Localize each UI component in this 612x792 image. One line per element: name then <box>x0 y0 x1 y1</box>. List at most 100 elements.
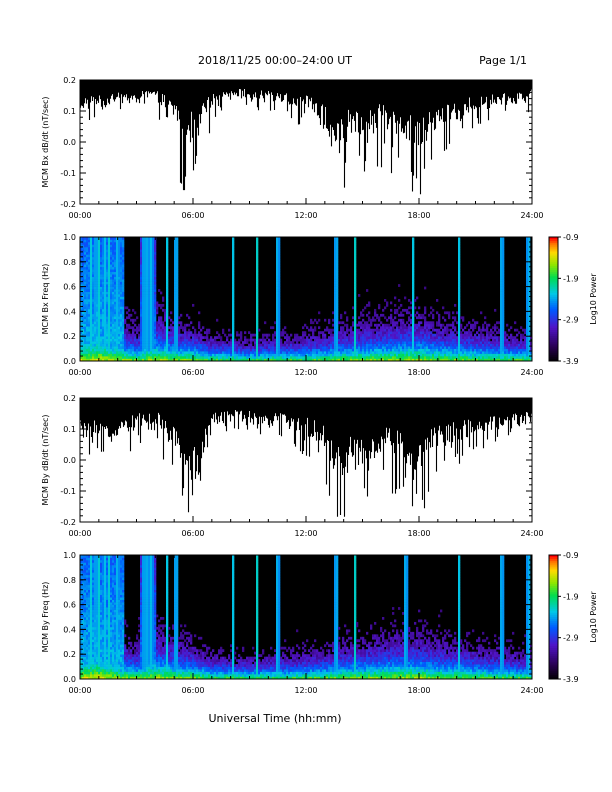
spectrogram-cell <box>114 308 117 312</box>
spectrogram-cell <box>524 351 527 354</box>
spectrogram-cell <box>276 299 279 302</box>
spectrogram-cell <box>154 256 157 260</box>
spectrogram-cell <box>386 303 389 307</box>
spectrogram-cell <box>108 343 111 347</box>
spectrogram-cell <box>100 279 103 282</box>
spectrogram-cell <box>348 333 351 337</box>
spectrogram-cell <box>354 328 357 332</box>
spectrogram-cell <box>156 321 159 325</box>
spectrogram-cell <box>108 311 111 315</box>
spectrogram-cell <box>186 346 189 349</box>
spectrogram-cell <box>404 338 407 342</box>
spectrogram-cell <box>108 301 111 305</box>
spectrogram-cell <box>336 356 339 359</box>
spectrogram-cell <box>110 348 113 352</box>
spectrogram-cell <box>478 336 481 339</box>
spectrogram-cell <box>314 336 317 339</box>
spectrogram-cell <box>88 348 91 352</box>
spectrogram-cell <box>230 348 233 352</box>
spectrogram-cell <box>100 358 103 362</box>
spectrogram-cell <box>368 346 371 349</box>
spectrogram-cell <box>94 331 97 335</box>
spectrogram-cell <box>100 266 103 270</box>
spectrogram-cell <box>126 311 129 315</box>
spectrogram-cell <box>374 356 377 359</box>
spectrogram-cell <box>500 286 503 290</box>
spectrogram-cell <box>276 294 279 297</box>
spectrogram-cell <box>82 251 85 255</box>
spectrogram-cell <box>470 348 473 352</box>
spectrogram-cell <box>358 321 361 325</box>
spectrogram-cell <box>266 336 269 339</box>
spectrogram-cell <box>88 356 91 359</box>
spectrogram-cell <box>174 284 177 287</box>
spectrogram-cell <box>458 274 461 277</box>
spectrogram-cell <box>142 313 145 317</box>
spectrogram-cell <box>490 328 493 332</box>
spectrogram-cell <box>412 343 415 347</box>
spectrogram-cell <box>108 299 111 302</box>
spectrogram-cell <box>416 326 419 330</box>
spectrogram-cell <box>440 326 443 330</box>
spectrogram-cell <box>96 274 99 277</box>
spectrogram-cell <box>374 328 377 332</box>
spectrogram-cell <box>190 331 193 335</box>
spectrogram-cell <box>82 269 85 273</box>
spectrogram-cell <box>506 353 509 357</box>
spectrogram-cell <box>140 299 143 302</box>
spectrogram-cell <box>220 358 223 362</box>
spectrogram-cell <box>100 336 103 339</box>
spectrogram-cell <box>278 313 281 317</box>
spectrogram-cell <box>400 311 403 315</box>
spectrogram-cell <box>420 328 423 332</box>
spectrogram-cell <box>508 343 511 347</box>
spectrogram-cell <box>284 348 287 352</box>
spectrogram-cell <box>388 346 391 349</box>
spectrogram-cell <box>174 343 177 347</box>
spectrogram-cell <box>502 326 505 330</box>
spectrogram-cell <box>336 343 339 347</box>
spectrogram-cell <box>430 346 433 349</box>
spectrogram-cell <box>88 323 91 327</box>
spectrogram-cell <box>184 336 187 339</box>
spectrogram-cell <box>88 341 91 344</box>
spectrogram-cell <box>226 356 229 359</box>
spectrogram-cell <box>420 336 423 339</box>
spectrogram-cell <box>412 239 415 243</box>
spectrogram-cell <box>376 316 379 320</box>
spectrogram-cell <box>276 259 279 263</box>
spectrogram-cell <box>328 338 331 342</box>
spectrogram-cell <box>368 333 371 337</box>
spectrogram-cell <box>144 274 147 277</box>
spectrogram-cell <box>160 333 163 337</box>
spectrogram-cell <box>372 358 375 362</box>
spectrogram-cell <box>346 346 349 349</box>
spectrogram-cell <box>354 331 357 335</box>
spectrogram-cell <box>84 261 87 265</box>
spectrogram-cell <box>274 321 277 325</box>
spectrogram-cell <box>320 343 323 347</box>
spectrogram-cell <box>350 333 353 337</box>
spectrogram-cell <box>460 346 463 349</box>
spectrogram-cell <box>148 306 151 310</box>
spectrogram-cell <box>82 336 85 339</box>
spectrogram-cell <box>188 338 191 342</box>
spectrogram-cell <box>320 338 323 342</box>
spectrogram-cell <box>142 291 145 295</box>
spectrogram-cell <box>110 341 113 344</box>
spectrogram-cell <box>132 341 135 344</box>
spectrogram-cell <box>146 323 149 327</box>
spectrogram-cell <box>514 356 517 359</box>
spectrogram-cell <box>402 346 405 349</box>
spectrogram-cell <box>384 346 387 349</box>
spectrogram-cell <box>234 343 237 347</box>
spectrogram-cell <box>408 356 411 359</box>
spectrogram-cell <box>274 356 277 359</box>
spectrogram-cell <box>84 249 87 253</box>
spectrogram-cell <box>502 286 505 290</box>
spectrogram-cell <box>364 338 367 342</box>
spectrogram-cell <box>154 331 157 335</box>
spectrogram-cell <box>458 276 461 280</box>
spectrogram-cell <box>158 289 161 292</box>
spectrogram-cell <box>402 341 405 344</box>
